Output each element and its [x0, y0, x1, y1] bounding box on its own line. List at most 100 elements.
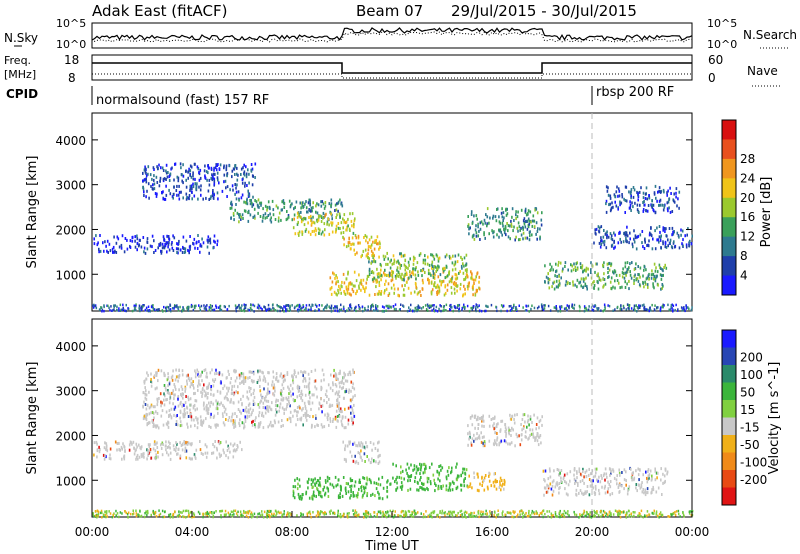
- echo-cell: [244, 511, 247, 514]
- echo-cell: [585, 308, 588, 311]
- echo-cell: [309, 209, 311, 213]
- echo-cell: [442, 309, 444, 313]
- echo-cell: [147, 443, 150, 447]
- echo-cell: [238, 213, 240, 217]
- echo-cell: [448, 254, 451, 258]
- echo-cell: [362, 512, 365, 516]
- echo-cell: [338, 401, 340, 405]
- echo-cell: [264, 411, 267, 415]
- echo-cell: [404, 264, 407, 268]
- echo-cell: [609, 493, 611, 497]
- echo-cell: [499, 221, 502, 225]
- echo-cell: [430, 290, 433, 294]
- echo-cell: [335, 484, 337, 488]
- echo-cell: [436, 292, 438, 296]
- echo-cell: [594, 484, 597, 488]
- echo-cell: [639, 306, 641, 309]
- echo-cell: [600, 239, 603, 243]
- echo-cell: [596, 280, 599, 284]
- echo-cell: [270, 308, 272, 311]
- echo-cell: [179, 454, 182, 458]
- echo-cell: [212, 196, 215, 200]
- echo-cell: [240, 306, 242, 310]
- echo-cell: [691, 306, 693, 309]
- echo-cell: [197, 373, 199, 377]
- echo-cell: [347, 287, 350, 291]
- echo-cell: [303, 370, 306, 374]
- echo-cell: [170, 242, 173, 246]
- echo-cell: [417, 488, 420, 492]
- echo-cell: [252, 392, 255, 395]
- echo-cell: [238, 424, 241, 428]
- echo-cell: [283, 512, 285, 516]
- echo-cell: [375, 487, 378, 491]
- echo-cell: [654, 247, 657, 251]
- echo-cell: [247, 408, 250, 412]
- echo-cell: [650, 234, 653, 238]
- echo-cell: [659, 203, 662, 207]
- echo-cell: [445, 484, 448, 488]
- echo-cell: [592, 281, 594, 285]
- echo-cell: [349, 450, 352, 454]
- echo-cell: [516, 215, 519, 219]
- echo-cell: [421, 287, 424, 291]
- echo-cell: [314, 414, 317, 418]
- echo-cell: [339, 215, 341, 219]
- echo-cell: [506, 309, 508, 313]
- echo-cell: [169, 308, 172, 311]
- echo-cell: [361, 305, 364, 308]
- echo-cell: [363, 516, 365, 519]
- echo-cell: [192, 182, 194, 186]
- echo-cell: [185, 178, 187, 182]
- echo-cell: [471, 277, 474, 281]
- echo-cell: [297, 303, 299, 307]
- echo-cell: [644, 240, 646, 244]
- echo-cell: [176, 184, 178, 188]
- echo-cell: [194, 177, 196, 181]
- echo-cell: [673, 200, 676, 204]
- echo-cell: [664, 468, 667, 472]
- echo-cell: [549, 482, 552, 486]
- echo-cell: [643, 285, 645, 289]
- echo-cell: [154, 513, 156, 516]
- echo-cell: [467, 424, 469, 428]
- echo-cell: [165, 440, 167, 444]
- echo-cell: [347, 224, 349, 228]
- echo-cell: [167, 235, 170, 239]
- echo-cell: [280, 511, 282, 514]
- echo-cell: [576, 261, 578, 265]
- echo-cell: [371, 492, 374, 496]
- echo-cell: [318, 481, 321, 485]
- echo-cell: [301, 232, 304, 236]
- echo-cell: [594, 228, 596, 232]
- echo-cell: [596, 512, 598, 515]
- echo-cell: [143, 452, 145, 456]
- echo-cell: [367, 248, 370, 252]
- echo-cell: [437, 257, 440, 261]
- echo-cell: [496, 208, 498, 211]
- echo-cell: [380, 278, 382, 282]
- echo-cell: [188, 249, 190, 253]
- echo-cell: [642, 191, 645, 195]
- echo-cell: [292, 381, 295, 385]
- echo-cell: [273, 419, 276, 423]
- echo-cell: [536, 434, 538, 438]
- echo-cell: [568, 305, 570, 308]
- echo-cell: [175, 305, 178, 309]
- echo-cell: [213, 234, 216, 238]
- echo-cell: [602, 263, 604, 267]
- echo-cell: [152, 306, 154, 310]
- echo-cell: [453, 281, 456, 284]
- echo-cell: [444, 276, 447, 280]
- echo-cell: [172, 402, 174, 406]
- echo-cell: [529, 428, 531, 432]
- echo-cell: [422, 471, 425, 475]
- echo-cell: [241, 304, 243, 307]
- echo-cell: [654, 184, 657, 188]
- echo-cell: [514, 444, 516, 448]
- echo-cell: [377, 242, 379, 246]
- echo-cell: [537, 432, 539, 436]
- echo-cell: [302, 423, 304, 427]
- echo-cell: [199, 448, 202, 452]
- echo-cell: [451, 261, 454, 265]
